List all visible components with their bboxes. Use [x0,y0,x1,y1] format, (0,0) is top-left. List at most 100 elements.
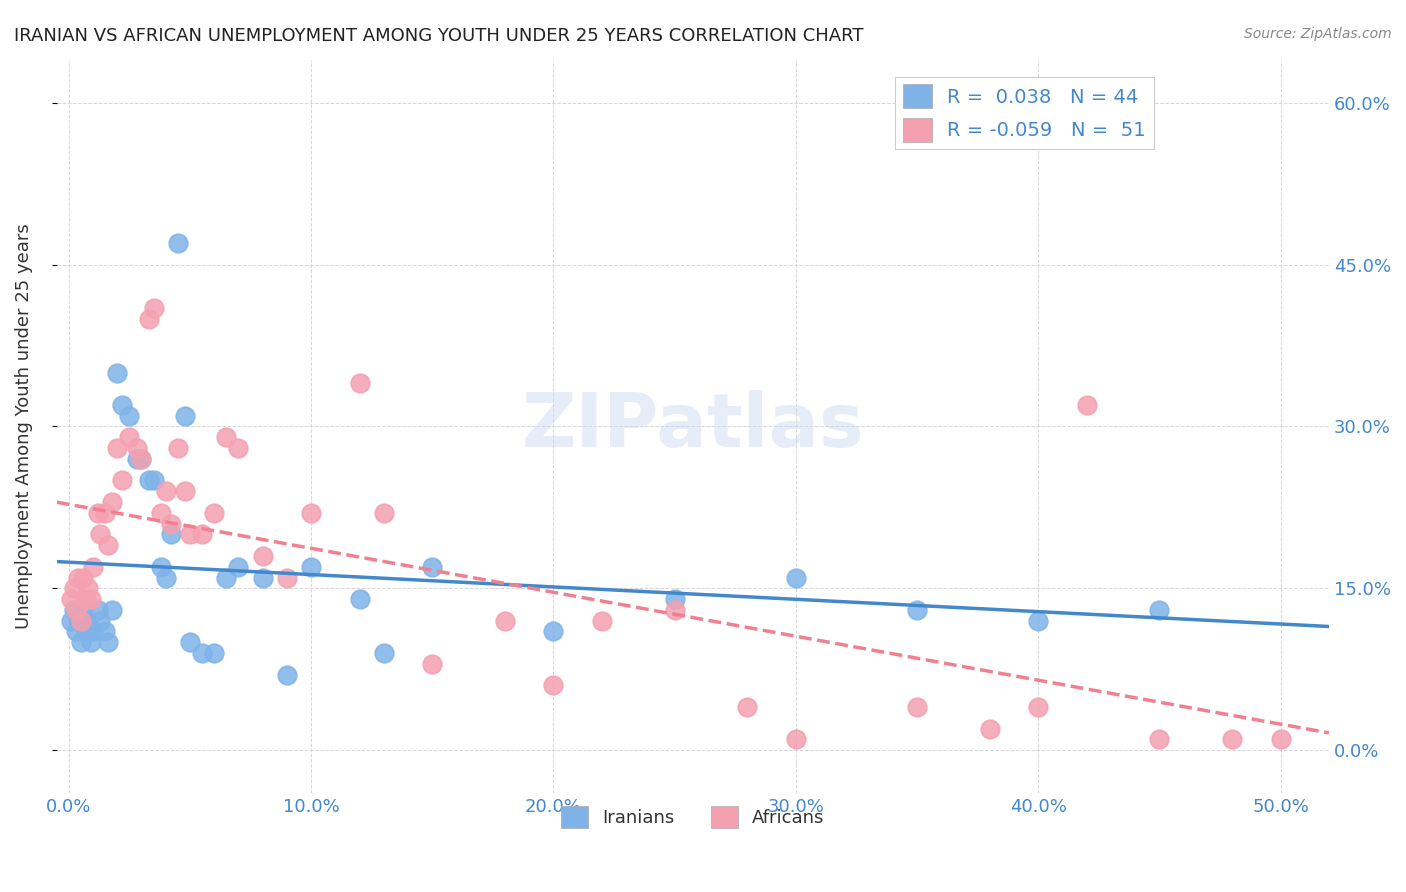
Point [79,592,101,607]
Point [420,559,443,574]
Point [252,570,274,584]
Point [215,570,238,584]
Point [72,570,94,584]
Point [155,484,177,499]
Point [1026,614,1049,628]
Point [131,451,153,466]
Point [138,474,160,488]
Point [79,635,101,649]
Point [349,376,371,391]
Point [191,646,214,660]
Point [82,624,104,639]
Point [111,398,134,412]
Point [149,559,172,574]
Point [72,603,94,617]
Point [159,516,181,531]
Point [543,624,565,639]
Point [979,722,1001,736]
Point [142,301,165,315]
Point [87,506,110,520]
Point [67,570,90,584]
Point [125,441,148,455]
Point [664,592,686,607]
Point [174,409,197,423]
Point [138,311,160,326]
Point [62,603,84,617]
Point [179,527,201,541]
Point [77,582,100,596]
Point [1026,700,1049,714]
Point [62,582,84,596]
Point [89,614,111,628]
Point [202,506,225,520]
Point [118,409,141,423]
Text: IRANIAN VS AFRICAN UNEMPLOYMENT AMONG YOUTH UNDER 25 YEARS CORRELATION CHART: IRANIAN VS AFRICAN UNEMPLOYMENT AMONG YO… [14,27,863,45]
Point [202,646,225,660]
Point [349,592,371,607]
Point [75,624,97,639]
Point [101,603,124,617]
Point [174,484,197,499]
Point [737,700,759,714]
Point [131,451,153,466]
Point [60,592,83,607]
Point [70,635,93,649]
Point [905,603,928,617]
Point [105,441,128,455]
Point [96,538,118,552]
Legend: Iranians, Africans: Iranians, Africans [554,799,832,836]
Point [299,559,322,574]
Point [125,451,148,466]
Point [1220,732,1243,747]
Point [75,592,97,607]
Point [82,559,104,574]
Point [166,441,188,455]
Point [276,667,298,681]
Point [591,614,613,628]
Point [1270,732,1292,747]
Point [77,614,100,628]
Point [166,235,188,250]
Point [299,506,322,520]
Point [87,603,110,617]
Point [101,495,124,509]
Y-axis label: Unemployment Among Youth under 25 years: Unemployment Among Youth under 25 years [15,224,32,630]
Point [65,624,87,639]
Point [1076,398,1098,412]
Point [494,614,516,628]
Point [89,527,111,541]
Point [105,366,128,380]
Point [1149,603,1171,617]
Point [179,635,201,649]
Point [111,474,134,488]
Point [70,614,93,628]
Point [155,570,177,584]
Point [94,624,117,639]
Point [96,635,118,649]
Point [252,549,274,563]
Point [1149,732,1171,747]
Point [664,603,686,617]
Point [149,506,172,520]
Point [142,474,165,488]
Point [60,614,83,628]
Point [373,646,395,660]
Text: Source: ZipAtlas.com: Source: ZipAtlas.com [1244,27,1392,41]
Point [94,506,117,520]
Point [543,678,565,692]
Text: ZIPatlas: ZIPatlas [522,390,865,463]
Point [785,570,807,584]
Point [905,700,928,714]
Point [420,657,443,671]
Point [118,430,141,444]
Point [373,506,395,520]
Point [191,527,214,541]
Point [159,527,181,541]
Point [228,559,250,574]
Point [276,570,298,584]
Point [65,603,87,617]
Point [215,430,238,444]
Point [785,732,807,747]
Point [67,614,90,628]
Point [228,441,250,455]
